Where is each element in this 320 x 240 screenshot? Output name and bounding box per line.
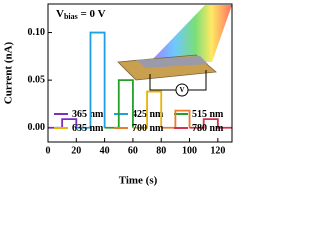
voltmeter bbox=[175, 83, 189, 97]
legend-label: 365 nm bbox=[72, 109, 104, 120]
legend-label: 700 nm bbox=[132, 123, 164, 134]
series-line bbox=[104, 79, 134, 129]
inset: V bbox=[117, 5, 232, 97]
series-line bbox=[132, 90, 163, 129]
x-tick-label: 20 bbox=[71, 145, 81, 156]
x-tick-label: 0 bbox=[46, 145, 51, 156]
wire bbox=[188, 70, 207, 91]
x-tick-label: 60 bbox=[128, 145, 138, 156]
annotation-rest: = 0 V bbox=[78, 8, 106, 20]
annotation-sub: bias bbox=[64, 12, 78, 21]
device-layer bbox=[136, 56, 208, 68]
series-line bbox=[76, 31, 106, 129]
legend-label: 515 nm bbox=[192, 109, 224, 120]
legend-label: 425 nm bbox=[132, 109, 164, 120]
annotation-main: V bbox=[56, 8, 64, 20]
wire bbox=[149, 74, 176, 91]
series-line bbox=[189, 118, 232, 129]
y-tick-label: 0.10 bbox=[28, 27, 46, 38]
y-tick-label: 0.05 bbox=[28, 74, 46, 85]
y-axis-label: Current (nA) bbox=[3, 41, 15, 104]
plot-frame bbox=[47, 3, 233, 143]
x-axis-label: Time (s) bbox=[119, 175, 158, 187]
annotation: Vbias = 0 V bbox=[56, 8, 106, 21]
chart: V Vbias = 0 V Time (s) Current (nA) 0.00… bbox=[3, 3, 233, 187]
legend-label: 635 nm bbox=[72, 123, 104, 134]
y-tick-label: 0.00 bbox=[28, 122, 46, 133]
series-line bbox=[161, 109, 191, 129]
x-tick-label: 80 bbox=[156, 145, 166, 156]
legend-label: 780 nm bbox=[192, 123, 224, 134]
x-tick-label: 100 bbox=[182, 145, 197, 156]
x-tick-label: 120 bbox=[210, 145, 225, 156]
light-beam bbox=[150, 5, 232, 62]
x-tick-label: 40 bbox=[100, 145, 110, 156]
voltmeter-label: V bbox=[179, 86, 184, 94]
